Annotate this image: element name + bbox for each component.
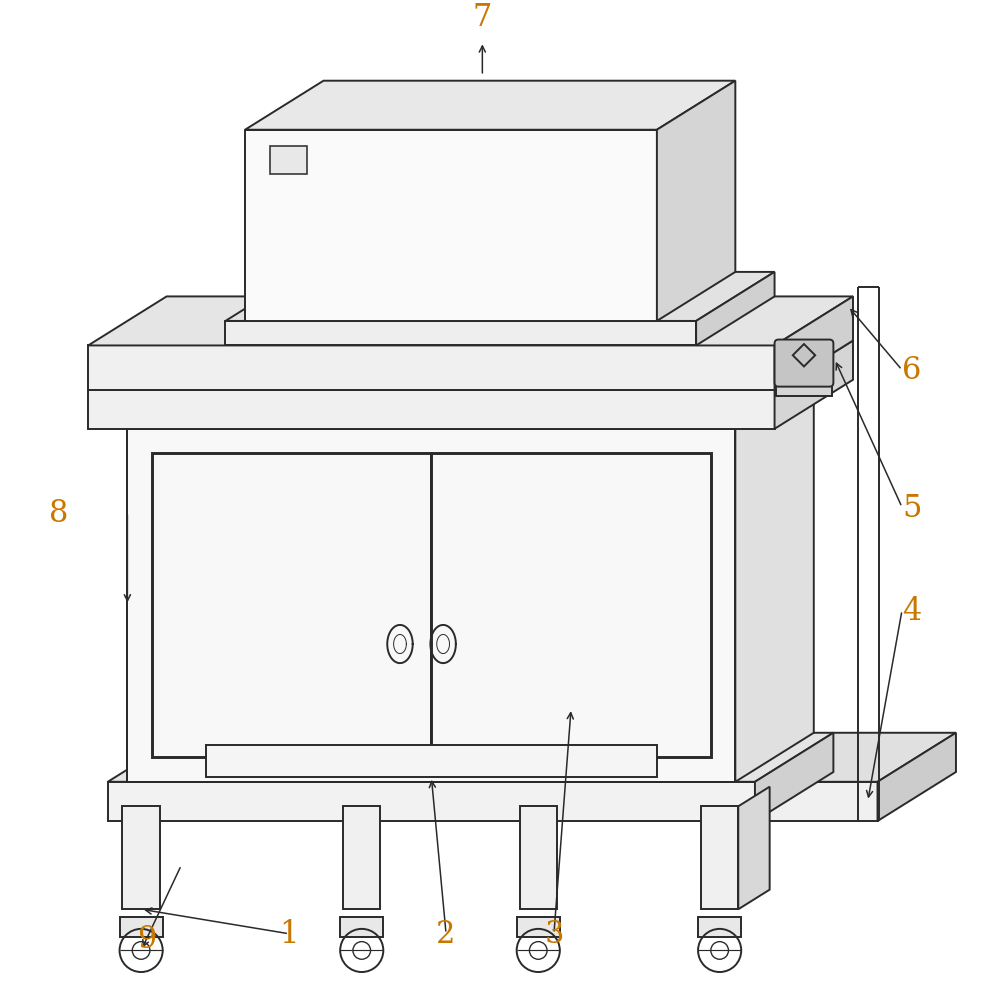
Bar xyxy=(340,917,383,936)
Bar xyxy=(206,745,657,777)
Text: 5: 5 xyxy=(902,492,922,523)
Bar xyxy=(520,806,557,910)
Text: 4: 4 xyxy=(902,595,921,626)
Polygon shape xyxy=(88,346,775,391)
Bar xyxy=(120,917,163,936)
Text: 9: 9 xyxy=(137,923,157,954)
Polygon shape xyxy=(88,297,853,346)
Polygon shape xyxy=(657,82,735,322)
Polygon shape xyxy=(735,381,814,782)
Bar xyxy=(517,917,560,936)
Bar xyxy=(122,806,160,910)
Polygon shape xyxy=(108,782,755,821)
FancyBboxPatch shape xyxy=(775,340,833,388)
Bar xyxy=(343,806,380,910)
Bar xyxy=(776,384,832,397)
Bar xyxy=(431,454,711,757)
Polygon shape xyxy=(88,341,853,391)
Bar xyxy=(698,917,741,936)
Bar xyxy=(701,806,738,910)
Polygon shape xyxy=(88,391,775,429)
Text: 8: 8 xyxy=(49,497,68,528)
Polygon shape xyxy=(225,272,775,322)
Text: 6: 6 xyxy=(902,355,921,386)
Polygon shape xyxy=(755,733,956,782)
Text: 2: 2 xyxy=(436,918,456,949)
Polygon shape xyxy=(245,82,735,130)
Polygon shape xyxy=(738,787,770,910)
Polygon shape xyxy=(878,733,956,821)
Polygon shape xyxy=(775,297,853,391)
Bar xyxy=(270,147,307,175)
Text: 3: 3 xyxy=(544,918,564,949)
Polygon shape xyxy=(108,733,833,782)
Polygon shape xyxy=(245,130,657,322)
Text: 1: 1 xyxy=(279,918,299,949)
Polygon shape xyxy=(755,733,833,821)
Polygon shape xyxy=(127,429,735,782)
Text: 7: 7 xyxy=(473,2,492,34)
Polygon shape xyxy=(775,341,853,429)
Polygon shape xyxy=(225,322,696,346)
Polygon shape xyxy=(696,272,775,346)
Bar xyxy=(152,454,431,757)
Polygon shape xyxy=(755,782,878,821)
